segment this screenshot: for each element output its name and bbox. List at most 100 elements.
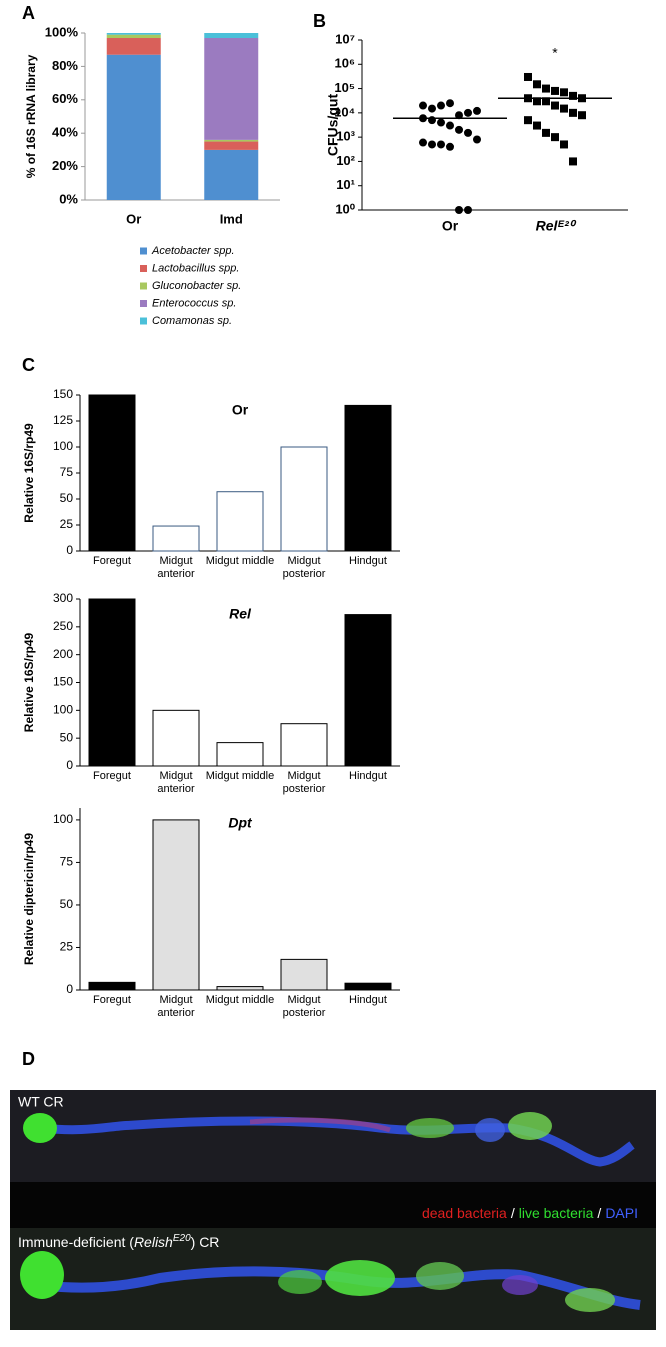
x-tick-label: Midgut anterior bbox=[157, 770, 195, 795]
y-tick-label: 100 bbox=[53, 703, 73, 717]
legend-swatch bbox=[140, 282, 147, 290]
x-tick-label: Hindgut bbox=[349, 555, 387, 567]
legend-part: / bbox=[511, 1205, 515, 1221]
bar bbox=[344, 404, 392, 552]
x-tick-label: Midgut middle bbox=[205, 555, 275, 567]
y-tick-label: 10⁷ bbox=[335, 31, 355, 46]
bar bbox=[216, 742, 264, 767]
data-point bbox=[446, 142, 454, 151]
y-tick-label: 10² bbox=[336, 153, 355, 168]
panel-label: B bbox=[313, 11, 326, 31]
x-tick-label: Or bbox=[442, 218, 459, 234]
y-tick-label: 10⁴ bbox=[334, 104, 355, 119]
y-tick-label: 25 bbox=[60, 517, 74, 531]
data-point bbox=[560, 88, 568, 97]
legend-part: / bbox=[597, 1205, 601, 1221]
y-tick-label: 50 bbox=[60, 730, 74, 744]
y-tick-label: 50 bbox=[60, 491, 74, 505]
x-tick-label: Relᴱ²⁰ bbox=[536, 218, 577, 234]
legend-part: DAPI bbox=[605, 1205, 638, 1221]
data-point bbox=[446, 99, 454, 108]
data-point bbox=[524, 116, 532, 125]
data-point bbox=[533, 80, 541, 89]
x-tick-label: Midgut posterior bbox=[282, 555, 326, 580]
annotation: * bbox=[552, 45, 558, 61]
data-point bbox=[455, 111, 463, 120]
bar bbox=[280, 958, 328, 991]
data-point bbox=[542, 97, 550, 106]
label-part: E20 bbox=[173, 1233, 191, 1244]
bar-segment bbox=[204, 149, 259, 200]
legend-label: Gluconobacter sp. bbox=[152, 280, 241, 292]
y-tick-label: 20% bbox=[52, 158, 78, 173]
y-tick-label: 0 bbox=[66, 543, 73, 557]
bar-segment bbox=[106, 54, 161, 201]
data-point bbox=[419, 138, 427, 147]
y-tick-label: 200 bbox=[53, 647, 73, 661]
bar bbox=[216, 491, 264, 552]
label-part: Relish bbox=[134, 1234, 173, 1250]
bar bbox=[152, 709, 200, 767]
data-point bbox=[419, 101, 427, 110]
data-point bbox=[473, 106, 481, 115]
data-point bbox=[455, 125, 463, 134]
data-point bbox=[533, 121, 541, 130]
label-part: ) CR bbox=[191, 1234, 220, 1250]
image-label: WT CR bbox=[18, 1094, 64, 1110]
legend-label: Comamonas sp. bbox=[152, 315, 232, 327]
panel-label: A bbox=[22, 3, 35, 23]
bar bbox=[280, 446, 328, 552]
y-tick-label: 75 bbox=[60, 855, 74, 869]
bar bbox=[216, 986, 264, 991]
x-tick-label: Midgut middle bbox=[205, 770, 275, 782]
bar-segment bbox=[204, 139, 259, 142]
data-point bbox=[464, 128, 472, 137]
data-point bbox=[569, 108, 577, 117]
y-tick-label: 40% bbox=[52, 125, 78, 140]
x-tick-label: Foregut bbox=[93, 555, 131, 567]
data-point bbox=[542, 128, 550, 137]
data-point bbox=[437, 118, 445, 127]
x-tick-label: Foregut bbox=[93, 994, 131, 1006]
y-tick-label: 0 bbox=[66, 982, 73, 996]
y-tick-label: 10¹ bbox=[336, 177, 355, 192]
y-tick-label: 100% bbox=[45, 24, 79, 39]
legend-part: live bacteria bbox=[519, 1205, 594, 1221]
data-point bbox=[569, 157, 577, 166]
bar-segment bbox=[204, 38, 259, 140]
legend-label: Lactobacillus spp. bbox=[152, 262, 239, 274]
data-point bbox=[569, 91, 577, 100]
chart-title: Dpt bbox=[228, 815, 253, 831]
data-point bbox=[551, 101, 559, 110]
x-tick-label: Hindgut bbox=[349, 770, 387, 782]
data-point bbox=[437, 140, 445, 149]
y-tick-label: 60% bbox=[52, 91, 78, 106]
y-tick-label: 10⁶ bbox=[335, 56, 355, 71]
data-point bbox=[437, 101, 445, 110]
data-point bbox=[578, 111, 586, 120]
y-tick-label: 10⁵ bbox=[334, 80, 355, 95]
x-tick-label: Midgut anterior bbox=[157, 555, 195, 580]
y-tick-label: 10⁰ bbox=[335, 201, 355, 216]
label-part: Immune-deficient ( bbox=[18, 1234, 134, 1250]
bar-segment bbox=[106, 33, 161, 35]
y-tick-label: 150 bbox=[53, 387, 73, 401]
y-tick-label: 25 bbox=[60, 940, 74, 954]
image-legend: dead bacteria / live bacteria / DAPI bbox=[422, 1205, 638, 1221]
y-tick-label: 10³ bbox=[336, 129, 355, 144]
legend-swatch bbox=[140, 300, 147, 307]
x-tick-label: Imd bbox=[220, 211, 243, 226]
y-tick-label: 100 bbox=[53, 439, 73, 453]
y-axis-label: CFUs/gut bbox=[325, 94, 341, 157]
data-point bbox=[560, 104, 568, 113]
legend-swatch bbox=[140, 317, 147, 325]
image-label: Immune-deficient (RelishE20) CR bbox=[18, 1233, 219, 1250]
data-point bbox=[524, 72, 532, 81]
micrograph: WT CR dead bacteria / live bacteria / DAPI I… bbox=[10, 1090, 656, 1330]
y-tick-label: 0% bbox=[59, 191, 78, 206]
legend-label: Acetobacter spp. bbox=[151, 245, 235, 257]
bar bbox=[344, 614, 392, 767]
x-tick-label: Hindgut bbox=[349, 994, 387, 1006]
data-point bbox=[551, 86, 559, 95]
y-tick-label: 0 bbox=[66, 758, 73, 772]
